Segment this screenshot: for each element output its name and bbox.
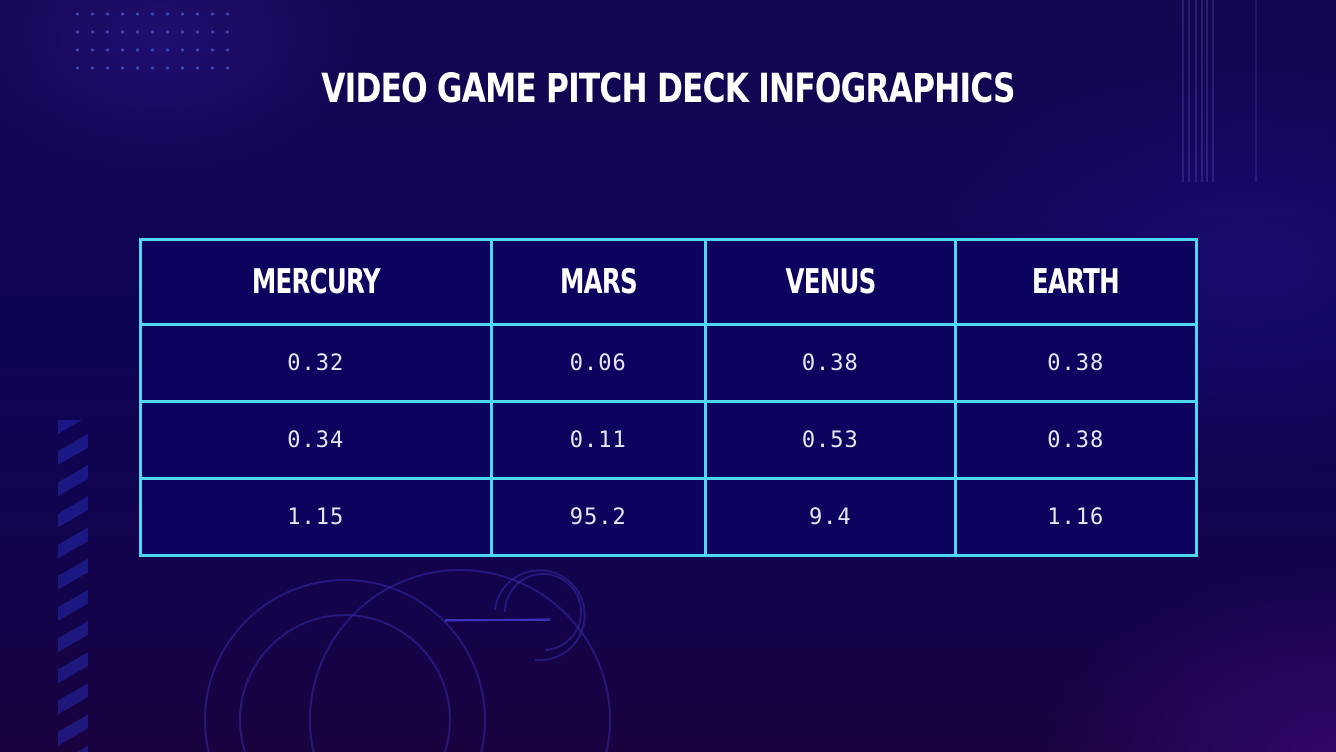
table-row: 1.15 95.2 9.4 1.16 — [139, 477, 1199, 557]
table-cell: 0.53 — [704, 400, 957, 480]
table-cell: 1.15 — [139, 477, 493, 557]
table-row: 0.32 0.06 0.38 0.38 — [139, 323, 1199, 403]
table-header-row: MERCURY MARS VENUS EARTH — [139, 238, 1199, 326]
column-header: MERCURY — [139, 238, 493, 326]
table-cell: 0.38 — [704, 323, 957, 403]
table-cell: 0.38 — [953, 323, 1199, 403]
table-cell: 9.4 — [704, 477, 957, 557]
column-header: EARTH — [953, 238, 1199, 326]
table-cell: 0.34 — [139, 400, 493, 480]
dot-grid-decoration — [70, 5, 240, 75]
diagonal-stripes-decoration — [58, 420, 88, 752]
table-cell: 0.11 — [489, 400, 708, 480]
circle-outline-icon — [204, 579, 486, 752]
circle-outline-icon — [309, 569, 611, 752]
column-header-label: EARTH — [1032, 262, 1120, 302]
column-header-label: VENUS — [785, 262, 876, 302]
table-cell: 0.38 — [953, 400, 1199, 480]
table-cell: 0.06 — [489, 323, 708, 403]
circle-outline-icon — [239, 614, 451, 752]
slide-title: VIDEO GAME PITCH DECK INFOGRAPHICS — [321, 66, 1015, 112]
planet-data-table: MERCURY MARS VENUS EARTH 0.32 0.06 0.38 … — [139, 238, 1199, 557]
arc-icon — [504, 573, 582, 651]
column-header-label: MARS — [559, 262, 638, 302]
column-header-label: MERCURY — [251, 262, 381, 302]
column-header: MARS — [489, 238, 708, 326]
table-cell: 0.32 — [139, 323, 493, 403]
arc-icon — [494, 569, 586, 662]
vertical-lines-decoration — [1182, 0, 1262, 182]
table-cell: 95.2 — [489, 477, 708, 557]
table-cell: 1.16 — [953, 477, 1199, 557]
column-header: VENUS — [704, 238, 957, 326]
table-row: 0.34 0.11 0.53 0.38 — [139, 400, 1199, 480]
